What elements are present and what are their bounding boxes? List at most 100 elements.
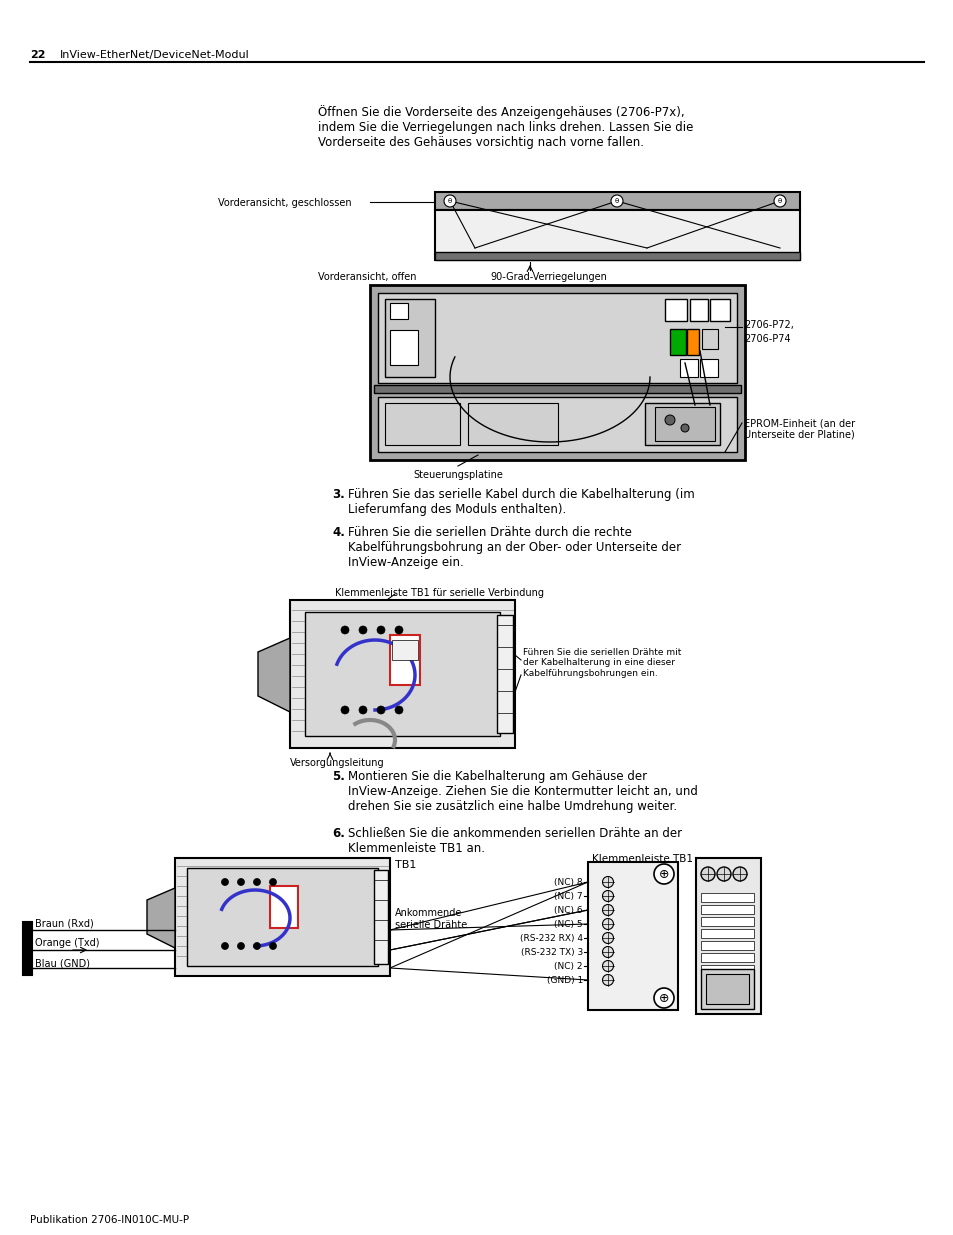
Bar — [587, 862, 678, 1010]
Circle shape — [602, 932, 613, 944]
Circle shape — [602, 946, 613, 957]
Text: 90-Grad-Verriegelungen: 90-Grad-Verriegelungen — [490, 272, 606, 282]
Polygon shape — [257, 638, 290, 713]
Text: Führen Sie die seriellen Drähte mit
der Kabelhalterung in eine dieser
Kabelführu: Führen Sie die seriellen Drähte mit der … — [522, 648, 680, 678]
Text: InView-EtherNet/DeviceNet-Modul: InView-EtherNet/DeviceNet-Modul — [60, 49, 250, 61]
Text: (NC) 5: (NC) 5 — [554, 920, 582, 929]
Bar — [705, 974, 748, 1004]
Bar — [392, 640, 417, 659]
Text: ⊕: ⊕ — [659, 992, 669, 1004]
Circle shape — [602, 890, 613, 902]
Text: (GND) 1: (GND) 1 — [546, 976, 582, 984]
Circle shape — [602, 904, 613, 915]
Bar — [700, 893, 753, 902]
Bar — [435, 210, 800, 261]
Text: Orange (Txd): Orange (Txd) — [35, 939, 99, 948]
Circle shape — [340, 626, 349, 634]
Text: (NC) 7: (NC) 7 — [554, 892, 582, 900]
Circle shape — [664, 415, 675, 425]
Circle shape — [269, 878, 276, 885]
Text: Vorderansicht, offen: Vorderansicht, offen — [317, 272, 416, 282]
Circle shape — [602, 877, 613, 888]
Text: (NC) 6: (NC) 6 — [554, 905, 582, 914]
Text: TB1: TB1 — [395, 860, 416, 869]
Text: EPROM-Einheit (an der
Unterseite der Platine): EPROM-Einheit (an der Unterseite der Pla… — [743, 417, 854, 440]
Circle shape — [358, 706, 367, 714]
Circle shape — [602, 974, 613, 986]
Circle shape — [253, 878, 260, 885]
Bar — [655, 408, 714, 441]
Text: ⊕: ⊕ — [659, 867, 669, 881]
Bar — [664, 299, 686, 321]
Circle shape — [732, 867, 746, 881]
Text: 4.: 4. — [332, 526, 345, 538]
Bar — [679, 359, 698, 377]
Bar — [370, 285, 744, 459]
Circle shape — [654, 988, 673, 1008]
Text: Steuerungsplatine: Steuerungsplatine — [413, 471, 502, 480]
Circle shape — [237, 942, 244, 950]
Text: Versorgungsleitung: Versorgungsleitung — [290, 758, 384, 768]
Text: 5.: 5. — [332, 769, 345, 783]
Bar — [644, 403, 720, 445]
Bar — [377, 293, 737, 383]
Bar — [385, 403, 459, 445]
Bar — [390, 330, 417, 366]
Text: Ankommende
serielle Drähte: Ankommende serielle Drähte — [395, 908, 467, 930]
Text: (NC) 2: (NC) 2 — [554, 962, 582, 971]
Text: Montieren Sie die Kabelhalterung am Gehäuse der
InView-Anzeige. Ziehen Sie die K: Montieren Sie die Kabelhalterung am Gehä… — [348, 769, 698, 813]
Circle shape — [221, 878, 229, 885]
Bar — [686, 329, 699, 354]
Bar — [700, 905, 753, 914]
Bar — [701, 329, 718, 350]
Bar — [700, 359, 718, 377]
Circle shape — [395, 626, 402, 634]
Polygon shape — [147, 888, 174, 948]
Circle shape — [358, 626, 367, 634]
Bar — [689, 299, 707, 321]
Circle shape — [376, 706, 385, 714]
Bar — [497, 615, 513, 734]
Bar — [390, 303, 408, 319]
Bar — [390, 635, 419, 685]
Circle shape — [340, 706, 349, 714]
Text: (NC) 8: (NC) 8 — [554, 878, 582, 887]
Bar — [468, 403, 558, 445]
Bar — [700, 969, 753, 1009]
Bar — [700, 977, 753, 986]
Text: 3.: 3. — [332, 488, 344, 501]
Bar — [700, 918, 753, 926]
Text: Publikation 2706-IN010C-MU-P: Publikation 2706-IN010C-MU-P — [30, 1215, 189, 1225]
Circle shape — [602, 961, 613, 972]
Text: Öffnen Sie die Vorderseite des Anzeigengehäuses (2706-P7x),
indem Sie die Verrie: Öffnen Sie die Vorderseite des Anzeigeng… — [317, 105, 693, 149]
Bar — [374, 385, 740, 393]
Bar — [374, 869, 388, 965]
Text: Blau (GND): Blau (GND) — [35, 958, 90, 968]
Bar — [435, 252, 800, 261]
Text: θ: θ — [447, 198, 452, 204]
Text: 22: 22 — [30, 49, 46, 61]
Circle shape — [395, 706, 402, 714]
Circle shape — [700, 867, 714, 881]
Circle shape — [376, 626, 385, 634]
Text: Klemmenleiste TB1: Klemmenleiste TB1 — [592, 853, 692, 864]
Bar — [305, 613, 499, 736]
Text: Braun (Rxd): Braun (Rxd) — [35, 918, 93, 927]
Circle shape — [269, 942, 276, 950]
Circle shape — [443, 195, 456, 207]
Text: 6.: 6. — [332, 827, 345, 840]
Circle shape — [773, 195, 785, 207]
Bar — [700, 953, 753, 962]
Bar — [385, 299, 435, 377]
Text: 2706-P72,: 2706-P72, — [743, 320, 793, 330]
Bar — [174, 858, 390, 976]
Text: Führen Sie die seriellen Drähte durch die rechte
Kabelführungsbohrung an der Obe: Führen Sie die seriellen Drähte durch di… — [348, 526, 680, 569]
Text: (RS-232 TX) 3: (RS-232 TX) 3 — [520, 947, 582, 956]
Text: θ: θ — [777, 198, 781, 204]
Circle shape — [221, 942, 229, 950]
Circle shape — [237, 878, 244, 885]
Text: 2706-P74: 2706-P74 — [743, 333, 790, 345]
Bar — [270, 885, 297, 927]
Text: θ: θ — [615, 198, 618, 204]
Bar — [377, 396, 737, 452]
